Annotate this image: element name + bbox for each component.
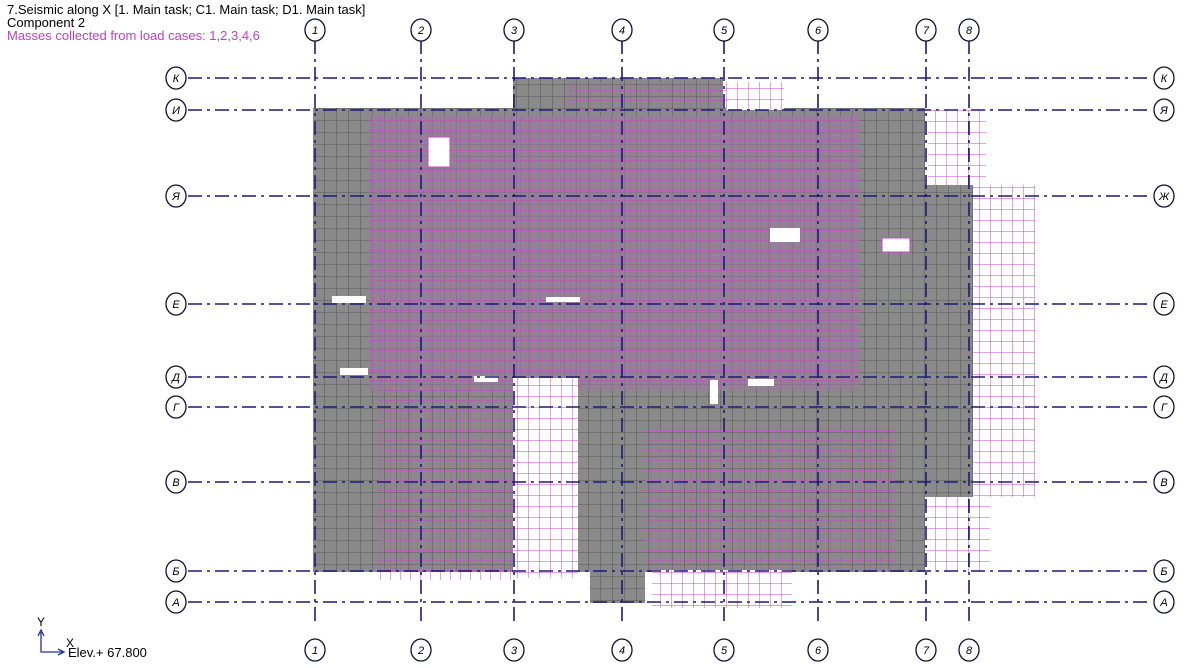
y-axis-letter: Y [37,615,45,629]
coord-indicator: Y X [37,615,74,656]
axis-bubble-top-8[interactable]: 8 [958,18,980,42]
axis-bubble-top-5[interactable]: 5 [713,18,735,42]
axis-bubble-right-7[interactable]: В [1153,470,1175,494]
svg-text:Г: Г [173,402,180,414]
axis-bubble-left-5[interactable]: Д [165,365,187,389]
svg-text:Е: Е [172,299,180,311]
svg-text:Б: Б [1160,566,1167,578]
svg-text:В: В [1160,477,1167,489]
axis-bubble-left-7[interactable]: В [165,470,187,494]
svg-text:Я: Я [171,191,180,203]
axis-bubble-left-6[interactable]: Г [165,395,187,419]
axis-bubble-left-9[interactable]: А [165,590,187,614]
svg-text:7: 7 [923,25,930,37]
axis-bubble-bottom-2[interactable]: 2 [410,638,432,662]
axis-grid [188,40,1152,625]
svg-text:К: К [173,73,180,85]
axis-bubble-left-3[interactable]: Я [165,184,187,208]
svg-text:5: 5 [721,25,728,37]
axis-bubble-top-1[interactable]: 1 [304,18,326,42]
elevation-label: Elev.+ 67.800 [68,645,147,660]
axis-bubble-bottom-5[interactable]: 5 [713,638,735,662]
svg-text:Е: Е [1160,299,1168,311]
axis-bubble-bottom-4[interactable]: 4 [611,638,633,662]
svg-text:8: 8 [966,25,973,37]
load-case-title: 7.Seismic along X [1. Main task; C1. Mai… [7,2,366,17]
axis-bubble-bottom-7[interactable]: 7 [915,638,937,662]
svg-text:8: 8 [966,645,973,657]
axis-bubble-right-5[interactable]: Д [1153,365,1175,389]
svg-text:Ж: Ж [1158,191,1170,203]
axis-bubble-right-2[interactable]: Я [1153,98,1175,122]
axis-bubble-left-1[interactable]: К [165,66,187,90]
x-axis-letter: X [66,636,74,650]
svg-text:5: 5 [721,645,728,657]
axis-bubble-left-4[interactable]: Е [165,292,187,316]
axis-bubble-bottom-3[interactable]: 3 [503,638,525,662]
view-header: 7.Seismic along X [1. Main task; C1. Mai… [7,3,365,42]
svg-text:3: 3 [511,645,518,657]
svg-text:2: 2 [417,645,424,657]
svg-text:6: 6 [815,25,822,37]
axis-bubble-right-4[interactable]: Е [1153,292,1175,316]
masses-label: Masses collected from load cases: 1,2,3,… [7,28,260,43]
svg-text:Б: Б [172,566,179,578]
axis-bubble-bottom-8[interactable]: 8 [958,638,980,662]
svg-text:Г: Г [1161,402,1168,414]
axis-bubble-top-6[interactable]: 6 [807,18,829,42]
svg-text:А: А [171,597,179,609]
component-label: Component 2 [7,15,86,30]
axis-bubble-right-9[interactable]: А [1153,590,1175,614]
axis-bubble-bottom-1[interactable]: 1 [304,638,326,662]
svg-text:3: 3 [511,25,518,37]
svg-text:К: К [1161,73,1168,85]
svg-text:И: И [172,105,180,117]
svg-text:2: 2 [417,25,424,37]
axis-bubble-right-3[interactable]: Ж [1153,184,1175,208]
axis-bubble-right-6[interactable]: Г [1153,395,1175,419]
axis-bubbles: 1 1 2 2 3 3 4 4 5 5 6 6 7 7 8 8 К К И Я Я Ж Е Е Д Д Г Г В В Б Б А А [165,18,1175,662]
svg-text:Д: Д [1158,372,1168,384]
axis-bubble-top-3[interactable]: 3 [503,18,525,42]
svg-text:А: А [1159,597,1167,609]
svg-text:1: 1 [312,645,318,657]
svg-text:4: 4 [619,25,625,37]
axis-bubble-top-2[interactable]: 2 [410,18,432,42]
axis-bubble-left-8[interactable]: Б [165,559,187,583]
axis-bubble-top-4[interactable]: 4 [611,18,633,42]
svg-text:Я: Я [1159,105,1168,117]
axis-bubble-right-8[interactable]: Б [1153,559,1175,583]
axis-bubble-top-7[interactable]: 7 [915,18,937,42]
axis-bubble-left-2[interactable]: И [165,98,187,122]
svg-text:6: 6 [815,645,822,657]
svg-text:1: 1 [312,25,318,37]
svg-text:Д: Д [170,372,180,384]
axis-bubble-bottom-6[interactable]: 6 [807,638,829,662]
mass-mesh [332,82,1035,608]
svg-text:4: 4 [619,645,625,657]
svg-text:В: В [172,477,179,489]
svg-text:7: 7 [923,645,930,657]
axis-bubble-right-1[interactable]: К [1153,66,1175,90]
